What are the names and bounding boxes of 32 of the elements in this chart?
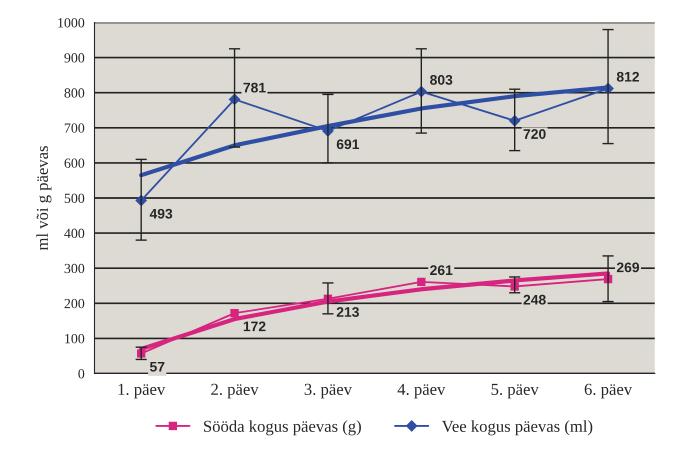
- y-tick-label: 800: [64, 88, 84, 98]
- data-label: 720: [524, 129, 546, 139]
- y-tick-label: 900: [64, 53, 84, 63]
- y-tick-label: 1000: [58, 18, 84, 28]
- y-tick-label: 200: [64, 298, 84, 308]
- legend-label: Sööda kogus päevas (g): [204, 420, 361, 436]
- x-tick-label: 6. päev: [584, 384, 632, 398]
- y-tick-label: 100: [65, 334, 84, 344]
- y-tick-label: 700: [64, 123, 84, 133]
- x-tick-label: 5. päev: [492, 384, 539, 398]
- data-label: 261: [430, 265, 452, 276]
- data-label: 493: [150, 208, 172, 219]
- x-tick-label: 1. päev: [118, 384, 166, 398]
- data-label: 172: [244, 321, 266, 332]
- y-tick-label: 600: [64, 158, 84, 168]
- data-label: 248: [524, 294, 546, 305]
- y-axis-title: ml või g päevas: [36, 146, 52, 250]
- x-tick-label: 3. päev: [304, 384, 352, 398]
- data-label: 781: [243, 82, 266, 93]
- data-label: 213: [336, 307, 359, 317]
- data-label: 269: [616, 262, 640, 272]
- data-label: 691: [336, 139, 360, 150]
- y-tick-label: 500: [64, 194, 84, 203]
- y-tick-label: 300: [64, 264, 84, 274]
- data-label: 812: [616, 72, 640, 82]
- y-tick-label: 0: [78, 369, 84, 378]
- x-tick-label: 4. päev: [398, 384, 446, 398]
- legend-label: Vee kogus päevas (ml): [442, 420, 592, 436]
- x-tick-label: 2. päev: [211, 384, 259, 398]
- data-label: 803: [430, 75, 452, 85]
- y-tick-label: 400: [64, 228, 84, 238]
- data-label: 57: [150, 362, 164, 372]
